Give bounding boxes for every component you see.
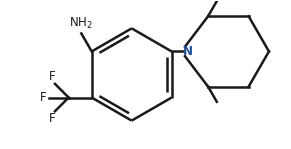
Text: N: N (183, 45, 193, 58)
Text: NH$_2$: NH$_2$ (70, 16, 93, 31)
Text: F: F (49, 70, 56, 83)
Text: F: F (49, 112, 56, 125)
Text: F: F (40, 91, 47, 104)
